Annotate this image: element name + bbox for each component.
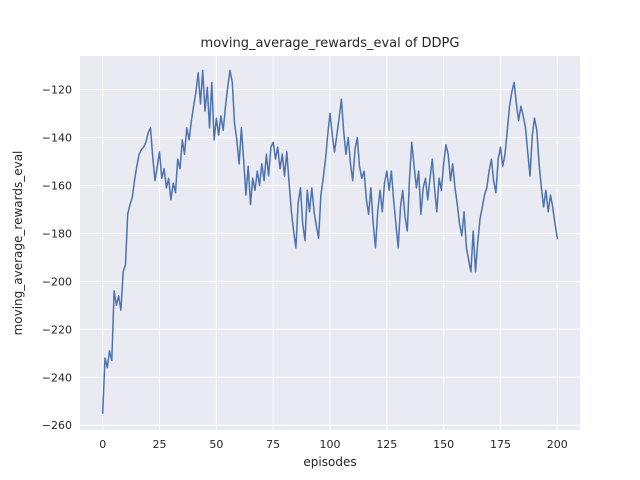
tick-label: −140 bbox=[42, 132, 72, 145]
tick-label: −200 bbox=[42, 275, 72, 288]
tick-label: 50 bbox=[209, 438, 223, 451]
tick-label: 25 bbox=[153, 438, 167, 451]
tick-label: −160 bbox=[42, 179, 72, 192]
y-axis-label: moving_average_rewards_eval bbox=[11, 151, 25, 336]
x-axis-label: episodes bbox=[303, 455, 356, 469]
y-tick-labels: −260 −240 −220 −200 −180 −160 −140 −120 bbox=[42, 84, 72, 433]
tick-label: −260 bbox=[42, 419, 72, 432]
chart-title: moving_average_rewards_eval of DDPG bbox=[201, 36, 460, 51]
tick-label: 200 bbox=[547, 438, 568, 451]
tick-label: −240 bbox=[42, 371, 72, 384]
tick-label: 100 bbox=[320, 438, 341, 451]
tick-label: −180 bbox=[42, 227, 72, 240]
series-line bbox=[101, 69, 559, 414]
tick-label: −120 bbox=[42, 84, 72, 97]
tick-label: 0 bbox=[99, 438, 106, 451]
tick-label: 125 bbox=[376, 438, 397, 451]
tick-label: −220 bbox=[42, 323, 72, 336]
tick-label: 175 bbox=[490, 438, 511, 451]
tick-label: 75 bbox=[266, 438, 280, 451]
x-tick-labels: 0 25 50 75 100 125 150 175 200 bbox=[99, 438, 568, 451]
tick-label: 150 bbox=[433, 438, 454, 451]
